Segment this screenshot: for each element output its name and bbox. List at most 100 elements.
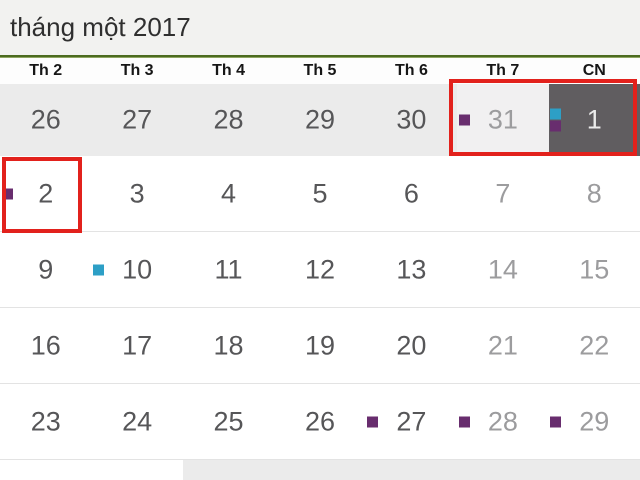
day-number: 28 xyxy=(213,104,244,135)
title-divider xyxy=(0,55,640,58)
day-number: 12 xyxy=(304,254,336,284)
day-cell[interactable]: 19 xyxy=(274,308,366,383)
day-cell[interactable]: 9 xyxy=(0,232,92,307)
dow-label-mon: Th 2 xyxy=(29,62,63,79)
event-marker-purple-icon xyxy=(367,416,379,427)
event-marker-stack xyxy=(367,416,379,427)
day-cell[interactable]: 8 xyxy=(548,156,640,231)
day-cell[interactable]: 21 xyxy=(457,308,549,383)
day-cell[interactable]: 16 xyxy=(0,308,92,383)
day-cell[interactable]: 26 xyxy=(274,384,366,459)
day-cell[interactable]: 29 xyxy=(548,384,640,459)
day-cell[interactable]: 13 xyxy=(365,232,458,307)
day-number: 31 xyxy=(487,104,518,135)
day-number: 16 xyxy=(30,330,61,360)
day-cell[interactable]: 1 xyxy=(548,84,640,156)
day-number: 25 xyxy=(213,406,244,436)
day-cell[interactable]: 12 xyxy=(274,232,366,307)
day-number: 1 xyxy=(586,104,602,135)
day-number: 24 xyxy=(122,406,153,436)
day-number: 23 xyxy=(30,406,61,436)
day-cell[interactable]: 20 xyxy=(365,308,458,383)
day-cell[interactable]: 26 xyxy=(0,84,92,156)
day-number: 2 xyxy=(38,178,54,208)
event-marker-stack xyxy=(550,108,562,132)
day-number: 13 xyxy=(396,254,427,284)
week-row: 2 3 4 5 6 7 8 xyxy=(0,156,640,232)
day-number: 17 xyxy=(122,330,153,360)
day-cell[interactable]: 7 xyxy=(457,156,549,231)
day-cell[interactable]: 6 xyxy=(365,156,458,231)
event-marker-purple-icon xyxy=(458,114,470,126)
week-row: 16 17 18 19 20 21 22 xyxy=(0,308,640,384)
dow-label-wed: Th 4 xyxy=(212,62,245,79)
day-number: 4 xyxy=(221,178,237,208)
day-number: 6 xyxy=(403,178,419,208)
week-row: 23 24 25 26 27 28 29 xyxy=(0,384,640,460)
week-row: 26 27 28 29 30 31 1 xyxy=(0,84,640,156)
day-cell[interactable]: 29 xyxy=(274,84,366,156)
title-bar: tháng một 2017 xyxy=(0,0,640,55)
day-cell[interactable]: 28 xyxy=(457,384,549,459)
day-number: 22 xyxy=(579,330,610,360)
day-cell[interactable]: 31 xyxy=(457,84,549,156)
event-marker-stack xyxy=(93,264,105,275)
day-cell[interactable] xyxy=(91,460,183,480)
day-cell[interactable] xyxy=(457,460,549,480)
day-number: 14 xyxy=(487,254,518,284)
day-cell[interactable] xyxy=(182,460,275,480)
dow-label-thu: Th 5 xyxy=(303,62,337,79)
day-cell[interactable]: 2 xyxy=(0,156,92,231)
event-marker-purple-icon xyxy=(550,416,562,427)
month-title: tháng một 2017 xyxy=(10,12,191,42)
day-cell[interactable] xyxy=(0,460,92,480)
day-cell[interactable]: 23 xyxy=(0,384,92,459)
day-number: 9 xyxy=(38,254,54,284)
day-number: 21 xyxy=(487,330,518,360)
event-marker-stack xyxy=(458,114,470,126)
day-cell[interactable]: 11 xyxy=(182,232,275,307)
day-cell[interactable] xyxy=(365,460,458,480)
event-marker-purple-icon xyxy=(550,120,562,132)
day-cell[interactable]: 15 xyxy=(548,232,640,307)
day-number: 3 xyxy=(129,178,145,208)
day-cell[interactable]: 24 xyxy=(91,384,183,459)
day-cell[interactable]: 27 xyxy=(365,384,458,459)
day-number: 10 xyxy=(122,254,153,284)
day-cell[interactable]: 25 xyxy=(182,384,275,459)
day-cell[interactable]: 28 xyxy=(182,84,275,156)
event-marker-purple-icon xyxy=(1,188,13,199)
day-number: 27 xyxy=(396,406,427,436)
dow-label-sat: Th 7 xyxy=(486,62,520,79)
day-number: 26 xyxy=(30,104,61,135)
event-marker-purple-icon xyxy=(458,416,470,427)
day-cell[interactable]: 22 xyxy=(548,308,640,383)
day-cell[interactable]: 10 xyxy=(91,232,183,307)
day-number: 26 xyxy=(304,406,336,436)
day-cell[interactable] xyxy=(548,460,640,480)
week-row xyxy=(0,460,640,480)
dow-label-tue: Th 3 xyxy=(120,62,154,79)
day-number: 20 xyxy=(396,330,427,360)
calendar-grid: 26 27 28 29 30 31 1 2 3 4 5 6 7 8 9 10 11 12 13 14 15 16 17 18 1… xyxy=(0,84,640,480)
event-marker-stack xyxy=(550,416,562,427)
week-row: 9 10 11 12 13 14 15 xyxy=(0,232,640,308)
event-marker-stack xyxy=(1,188,13,199)
day-number: 19 xyxy=(304,330,336,360)
day-cell[interactable]: 14 xyxy=(457,232,549,307)
day-cell[interactable]: 18 xyxy=(182,308,275,383)
event-marker-cyan-icon xyxy=(93,264,105,275)
day-cell[interactable]: 30 xyxy=(365,84,458,156)
day-number: 29 xyxy=(304,104,336,135)
day-cell[interactable]: 17 xyxy=(91,308,183,383)
day-cell[interactable] xyxy=(274,460,366,480)
dow-label-sun: CN xyxy=(582,62,606,79)
day-cell[interactable]: 5 xyxy=(274,156,366,231)
day-cell[interactable]: 27 xyxy=(91,84,183,156)
day-cell[interactable]: 3 xyxy=(91,156,183,231)
day-cell[interactable]: 4 xyxy=(182,156,275,231)
day-number: 27 xyxy=(122,104,153,135)
day-of-week-header: Th 2 Th 3 Th 4 Th 5 Th 6 Th 7 CN xyxy=(0,58,640,84)
day-number: 8 xyxy=(586,178,602,208)
